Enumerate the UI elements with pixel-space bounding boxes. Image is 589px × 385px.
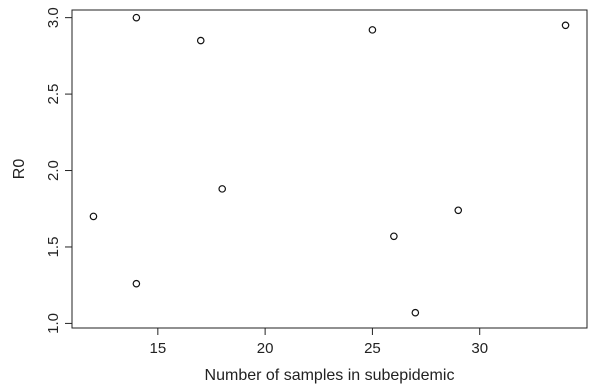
data-point [132,13,141,22]
y-tick-label: 1.5 [45,237,62,258]
x-axis: 15 20 25 30 [149,328,488,357]
data-points [89,13,570,317]
x-axis-label: Number of samples in subepidemic [205,367,455,384]
data-point [561,21,570,30]
data-point [411,308,420,317]
x-tick-label: 15 [149,340,166,357]
data-point [454,206,463,215]
data-point [89,212,98,221]
y-tick-label: 3.0 [45,7,62,28]
data-point [218,185,227,193]
y-tick-label: 1.0 [45,313,62,334]
data-point [196,36,205,45]
y-tick-label: 2.5 [45,84,62,105]
data-point [368,26,377,34]
data-point [132,279,141,288]
x-tick-label: 20 [257,340,274,357]
y-axis: 1.0 1.5 2.0 2.5 3.0 [45,7,72,334]
y-tick-label: 2.0 [45,160,62,181]
y-axis-label: R0 [11,159,28,180]
data-point [390,232,398,241]
x-tick-label: 30 [471,340,488,357]
x-tick-label: 25 [364,340,381,357]
plot-frame [71,9,588,329]
